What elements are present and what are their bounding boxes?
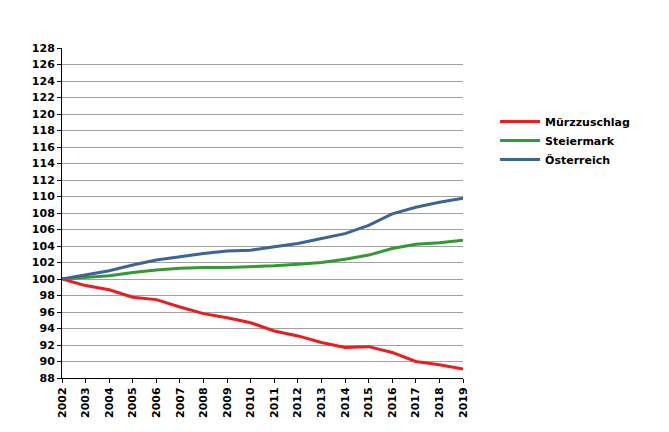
svg-text:102: 102 [32, 256, 55, 269]
svg-text:110: 110 [32, 190, 55, 203]
svg-text:2003: 2003 [79, 387, 92, 418]
svg-text:88: 88 [39, 372, 54, 385]
svg-text:2013: 2013 [315, 387, 328, 418]
svg-text:2008: 2008 [197, 387, 210, 418]
svg-text:92: 92 [39, 339, 54, 352]
svg-text:94: 94 [39, 322, 55, 335]
svg-text:120: 120 [32, 108, 55, 121]
svg-text:Steiermark: Steiermark [545, 135, 615, 148]
svg-text:90: 90 [39, 355, 55, 368]
svg-text:2005: 2005 [126, 387, 139, 418]
svg-text:2016: 2016 [386, 387, 399, 418]
svg-text:112: 112 [32, 174, 55, 187]
svg-text:118: 118 [32, 124, 55, 137]
svg-text:128: 128 [32, 42, 55, 55]
svg-text:Mürzzuschlag: Mürzzuschlag [545, 116, 630, 129]
svg-text:126: 126 [32, 58, 55, 71]
svg-text:2007: 2007 [174, 387, 187, 418]
svg-text:116: 116 [32, 141, 55, 154]
svg-text:2010: 2010 [244, 387, 257, 418]
svg-text:104: 104 [32, 240, 55, 253]
svg-text:106: 106 [32, 223, 55, 236]
svg-text:2018: 2018 [433, 387, 446, 418]
svg-text:2019: 2019 [457, 387, 470, 418]
svg-text:2012: 2012 [291, 387, 304, 418]
svg-text:122: 122 [32, 91, 55, 104]
svg-text:2014: 2014 [339, 387, 352, 418]
svg-text:2009: 2009 [221, 387, 234, 418]
svg-text:2011: 2011 [268, 387, 281, 418]
svg-text:100: 100 [32, 273, 55, 286]
svg-text:114: 114 [32, 157, 55, 170]
svg-text:108: 108 [32, 207, 55, 220]
svg-text:96: 96 [39, 306, 55, 319]
svg-text:2006: 2006 [150, 387, 163, 418]
svg-text:98: 98 [39, 289, 54, 302]
svg-text:2015: 2015 [362, 387, 375, 418]
svg-text:124: 124 [32, 75, 55, 88]
svg-text:2002: 2002 [56, 387, 69, 418]
svg-text:2004: 2004 [103, 387, 116, 418]
svg-text:2017: 2017 [409, 387, 422, 418]
svg-text:Österreich: Österreich [545, 153, 610, 167]
